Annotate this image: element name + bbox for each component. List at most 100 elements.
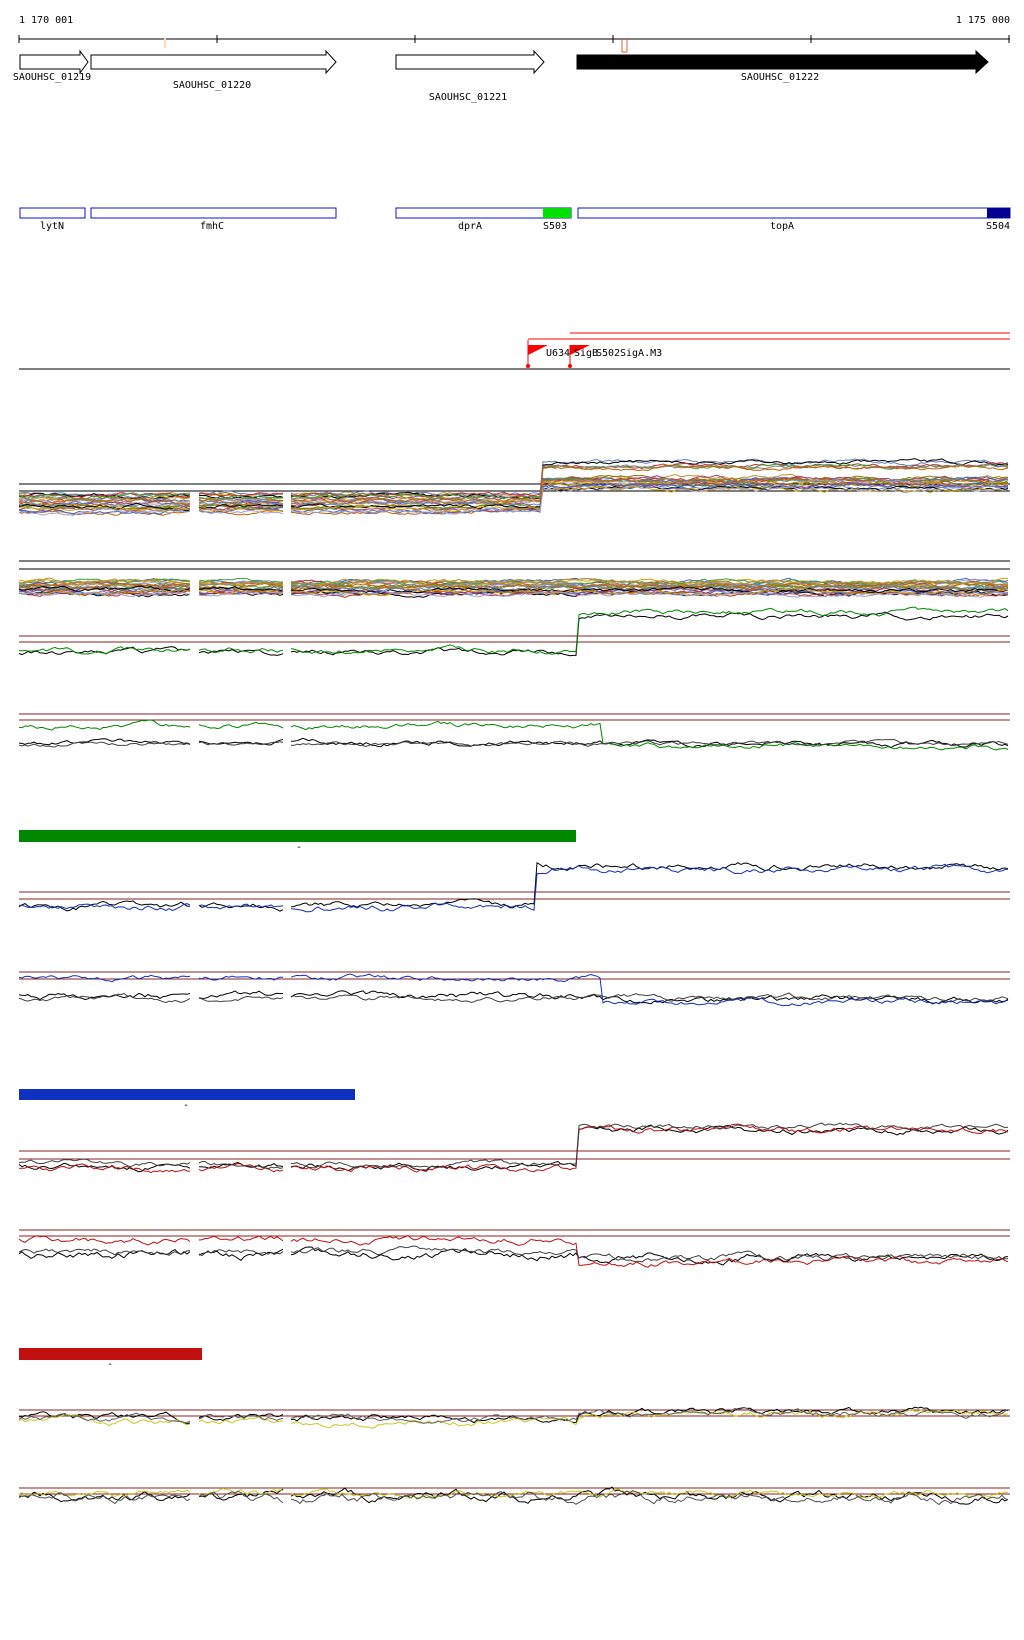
expression-trace [198,975,284,981]
expression-trace [290,863,1009,913]
expression-trace [18,580,191,587]
expression-trace [290,458,1009,500]
promoter-label: S502 [596,348,620,359]
expression-trace [18,502,191,512]
expression-trace [198,586,284,592]
expression-trace [290,486,1009,513]
locus-feature[interactable]: SAOUHSC_01222 [576,49,989,83]
expression-trace [198,647,284,654]
expression-trace [18,1489,191,1497]
legend-bar[interactable] [19,830,576,842]
expression-trace [290,606,1009,655]
expression-trace [198,497,284,503]
expression-trace [198,494,284,499]
expression-trace [198,500,284,507]
expression-trace [290,586,1009,594]
expression-trace [198,1160,284,1170]
expression-trace [290,584,1009,592]
expression-trace [198,1413,284,1421]
expression-trace [198,903,284,910]
locus-track: SAOUHSC_01219 SAOUHSC_01220 SAOUHSC_0122… [13,49,989,103]
locus-label: SAOUHSC_01221 [429,92,507,103]
expression-trace [198,1490,284,1504]
promoter-dot [526,364,530,368]
promoter-dot [568,364,572,368]
expression-trace [290,582,1009,590]
locus-arrow [90,49,337,75]
expression-trace [18,1492,191,1505]
expression-trace [18,1162,191,1173]
legend-bar[interactable] [19,1348,202,1360]
locus-feature[interactable]: SAOUHSC_01221 [395,49,545,103]
expression-trace [198,741,284,746]
locus-feature[interactable]: SAOUHSC_01219 [13,49,91,83]
expression-trace [18,1248,191,1256]
expression-trace [290,1406,1009,1424]
promoter-flag[interactable] [570,345,590,355]
expression-trace [198,721,284,730]
expression-trace [198,589,284,595]
expression-trace [198,507,284,512]
expression-trace [290,1246,1009,1266]
expression-trace [18,501,191,509]
gene-box[interactable] [90,207,337,219]
expression-trace [198,1248,284,1261]
expression-trace [290,458,1009,498]
expression-trace [18,508,191,515]
segment-box[interactable] [543,208,571,218]
ruler-marker-left [164,38,166,48]
expression-trace [198,581,284,586]
ruler-ticks [18,35,1010,43]
expression-trace [290,1245,1009,1263]
expression-trace [18,719,191,731]
expression-trace [18,507,191,516]
locus-label: SAOUHSC_01220 [173,80,251,91]
expression-trace [290,477,1009,516]
expression-trace [290,992,1009,1003]
legend-bar[interactable] [19,1089,355,1100]
expression-trace [18,591,191,598]
expression-trace [198,995,284,1003]
promoter-label: U634 [546,348,570,359]
gene-name-track: lytN fmhC dprA S503 topA S504 [19,207,1011,232]
expression-trace [290,973,1009,1007]
ruler-start-label: 1 170 001 [19,15,73,26]
expression-trace [290,1490,1009,1506]
expression-trace [18,1413,191,1427]
expression-trace [290,1122,1009,1169]
expression-trace [290,1408,1009,1429]
expression-trace [198,492,284,497]
segment-box[interactable] [987,208,1010,218]
expression-trace [18,1235,191,1246]
gene-box[interactable] [19,207,86,219]
expression-trace [290,590,1009,598]
expression-trace [18,1163,191,1174]
expression-trace [18,506,191,512]
gene-label: dprA [458,221,482,232]
promoter-flag[interactable] [528,345,548,355]
expression-trace [18,1248,191,1259]
expression-trace [290,1124,1009,1172]
expression-trace [198,580,284,586]
expression-trace [198,503,283,509]
locus-arrow [395,49,545,75]
coordinate-ruler: 1 170 001 1 175 000 [18,15,1010,53]
expression-trace [18,582,191,590]
expression-trace [18,741,191,748]
expression-trace [18,589,191,596]
legend-mark: - [107,1359,113,1370]
expression-trace [18,577,191,585]
expression-trace [290,577,1009,587]
expression-trace [290,990,1009,1005]
segment-label: S503 [543,221,567,232]
expression-trace [18,497,191,507]
expression-tracks [18,458,1010,1506]
locus-feature[interactable]: SAOUHSC_01220 [90,49,337,91]
gene-box[interactable] [577,207,1011,219]
promoter-label: SigB [574,348,598,359]
expression-trace [290,720,1009,751]
expression-trace [198,990,284,999]
expression-trace [290,1488,1009,1499]
expression-trace [198,1235,284,1242]
